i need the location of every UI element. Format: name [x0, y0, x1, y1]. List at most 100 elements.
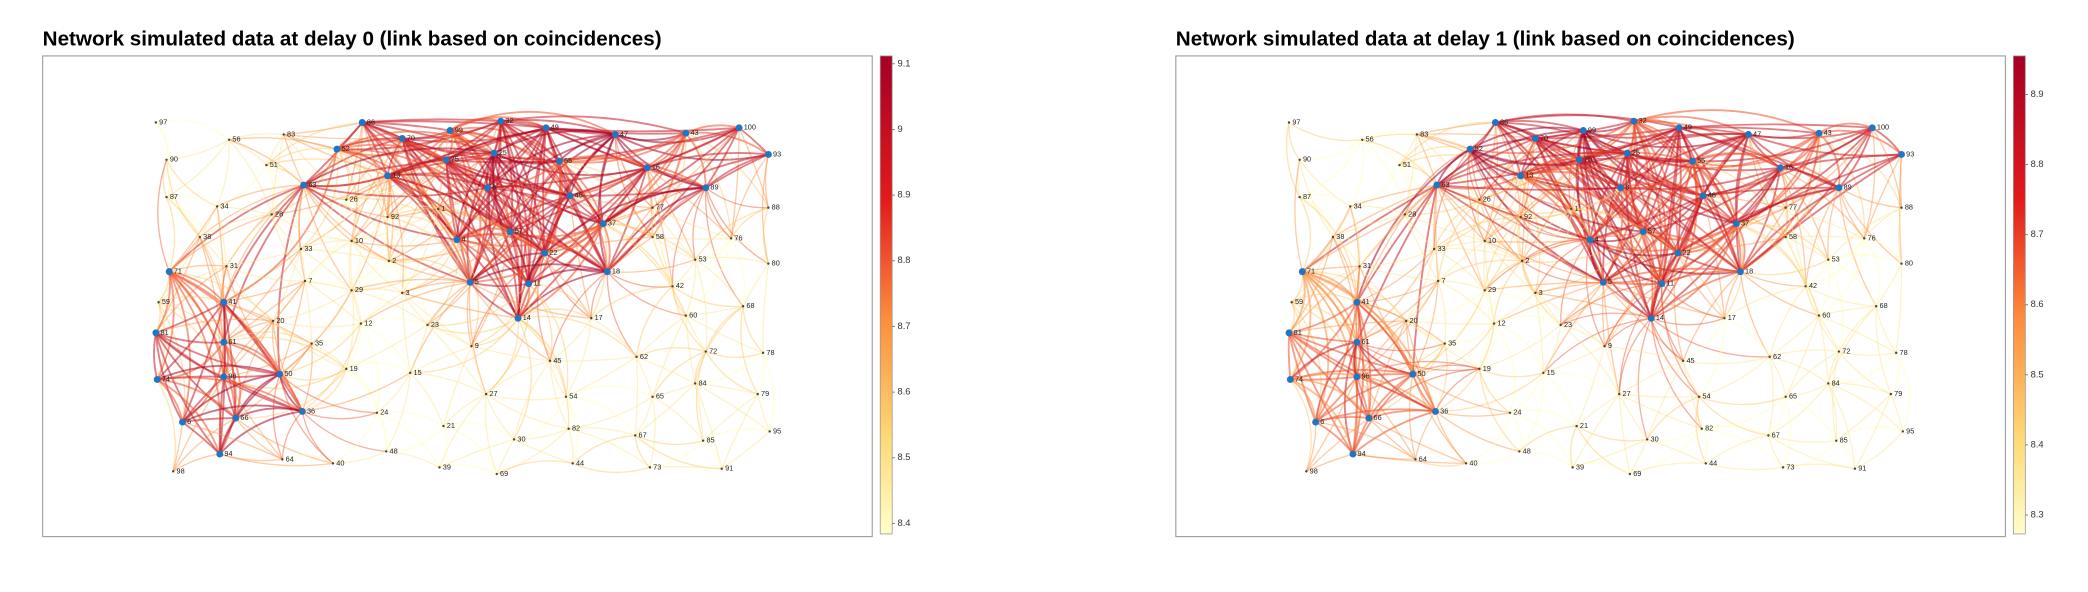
edge — [496, 428, 570, 475]
edge — [1782, 463, 1856, 470]
edge — [485, 283, 531, 395]
edge — [517, 270, 608, 319]
edge — [155, 332, 237, 419]
node — [220, 338, 228, 346]
edge — [1520, 152, 1628, 218]
edge — [1560, 324, 1605, 347]
node — [704, 350, 707, 353]
edge — [165, 159, 218, 208]
edge — [388, 258, 471, 283]
edge — [1650, 318, 1703, 430]
node — [1298, 195, 1301, 199]
edge — [1863, 127, 1876, 239]
edge — [1520, 216, 1590, 241]
edge — [685, 259, 696, 316]
edge — [558, 160, 609, 272]
edge — [528, 167, 648, 285]
edge — [1637, 317, 1652, 440]
edge — [439, 438, 515, 468]
edge — [742, 263, 769, 307]
edge — [1356, 320, 1407, 378]
node — [232, 414, 240, 422]
edge — [1484, 208, 1572, 242]
node-label: 13 — [1525, 171, 1533, 180]
edge — [1534, 239, 1591, 294]
node — [483, 184, 491, 192]
edge — [1359, 213, 1406, 267]
edge — [1576, 425, 1631, 475]
edge — [487, 152, 519, 319]
node-label: 27 — [1623, 389, 1631, 398]
edge — [388, 208, 439, 262]
edge — [649, 466, 722, 470]
edge — [300, 248, 353, 291]
node — [426, 323, 429, 327]
edge — [1783, 440, 1837, 469]
edge — [304, 280, 313, 344]
edge — [162, 159, 168, 198]
edge — [456, 239, 472, 283]
edge — [223, 301, 312, 345]
edge — [376, 412, 388, 452]
edge — [155, 301, 225, 334]
node-label: 33 — [304, 244, 312, 253]
edge — [1560, 312, 1652, 326]
edge — [469, 187, 489, 283]
node — [345, 198, 348, 201]
node — [590, 317, 593, 320]
edge — [346, 198, 458, 241]
node — [350, 289, 353, 292]
edge — [1399, 164, 1438, 186]
node — [1815, 129, 1823, 137]
edge — [1696, 396, 1703, 430]
edge — [651, 236, 687, 316]
node — [1483, 289, 1486, 292]
edge — [1835, 440, 1856, 469]
node — [1575, 156, 1583, 164]
edge — [705, 305, 744, 352]
edge — [279, 368, 347, 381]
edge — [1356, 280, 1439, 303]
node — [152, 329, 160, 337]
edge — [1578, 159, 1605, 283]
edge — [565, 385, 653, 398]
edge — [1692, 152, 1840, 189]
node — [1898, 150, 1905, 158]
edge — [442, 393, 487, 427]
edge — [651, 207, 696, 261]
edge — [1542, 372, 1578, 427]
edge — [1356, 184, 1438, 303]
edge — [155, 265, 227, 334]
node-label: 42 — [1809, 281, 1817, 290]
edge — [1479, 324, 1562, 370]
edge — [1433, 240, 1485, 250]
edge — [1785, 207, 1829, 261]
edge — [1603, 281, 1662, 286]
edge — [1736, 223, 1807, 287]
node-label: 73 — [1786, 462, 1794, 471]
edge — [401, 292, 428, 326]
node — [1875, 305, 1878, 308]
node-label: 39 — [1576, 462, 1584, 471]
node-label: 9 — [1608, 341, 1612, 350]
node — [1628, 472, 1632, 476]
edge — [671, 286, 687, 317]
node — [548, 359, 552, 363]
edge — [1646, 438, 1707, 464]
edge — [199, 236, 225, 303]
edge — [1356, 320, 1407, 343]
edge — [1779, 167, 1829, 260]
node-label: 75 — [1584, 155, 1592, 164]
node — [1704, 462, 1707, 465]
edge — [634, 435, 651, 468]
node — [1699, 192, 1707, 200]
edge — [634, 383, 696, 436]
node — [1478, 367, 1481, 371]
edge — [158, 265, 227, 303]
edge — [1602, 281, 1652, 320]
edge — [1769, 349, 1840, 358]
edge — [652, 207, 732, 239]
edge — [1495, 114, 1680, 129]
edge — [336, 148, 458, 241]
